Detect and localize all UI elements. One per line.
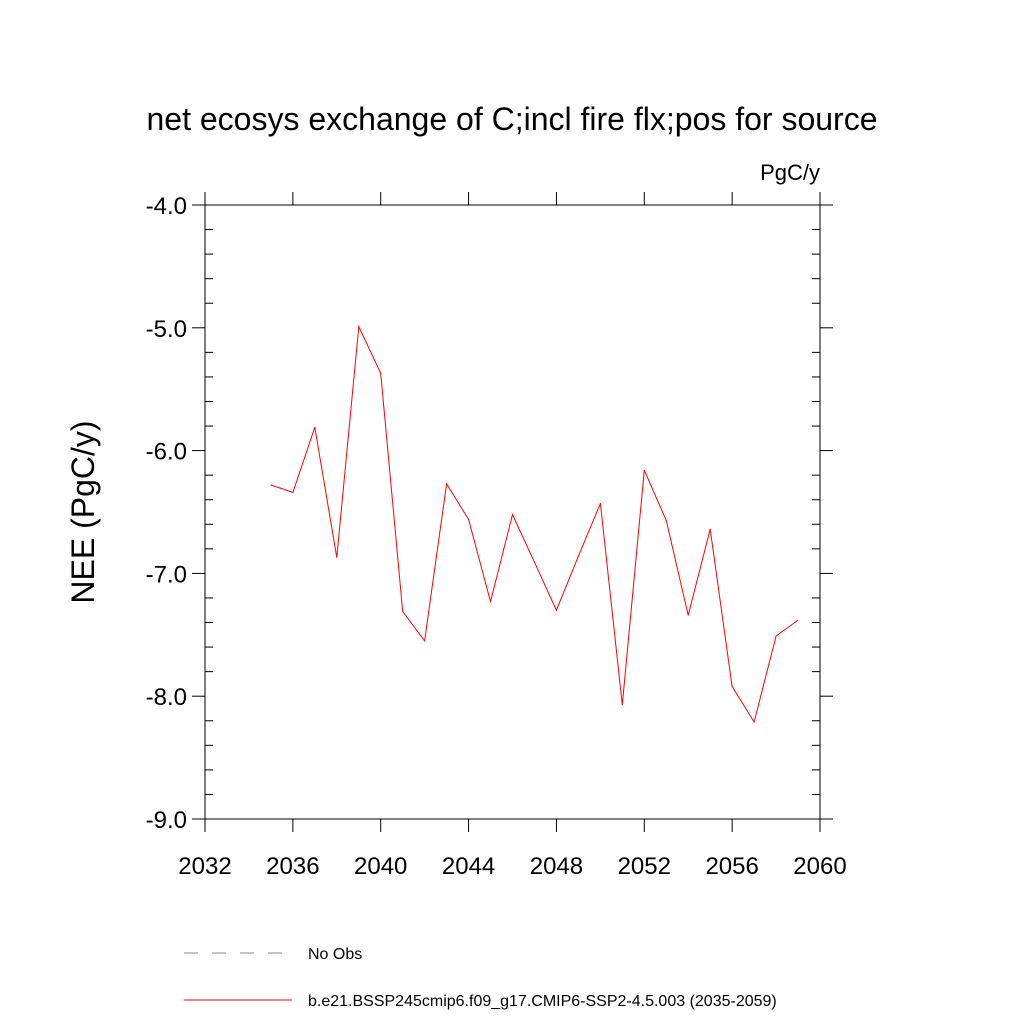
y-tick-label: -6.0	[146, 439, 187, 466]
y-tick-labels: -9.0 -8.0 -7.0 -6.0 -5.0 -4.0	[146, 193, 187, 834]
y-tick-label: -9.0	[146, 807, 187, 834]
data-point	[797, 619, 799, 621]
x-tick-label: 2032	[178, 853, 231, 880]
data-point	[314, 426, 316, 428]
chart-title: net ecosys exchange of C;incl fire flx;p…	[146, 101, 877, 137]
data-point	[424, 640, 426, 642]
legend-label-no-obs: No Obs	[308, 946, 362, 963]
data-point	[446, 483, 448, 485]
units-label: PgC/y	[760, 160, 820, 185]
data-point	[380, 372, 382, 374]
series-line-0	[270, 324, 799, 724]
axis-ticks	[192, 192, 833, 832]
y-tick-label: -5.0	[146, 316, 187, 343]
data-point	[292, 491, 294, 493]
data-point	[687, 614, 689, 616]
data-point	[270, 484, 272, 486]
x-tick-label: 2044	[442, 853, 495, 880]
data-point	[358, 326, 360, 328]
y-tick-label: -4.0	[146, 193, 187, 220]
data-point	[468, 518, 470, 520]
plot-frame	[204, 204, 821, 820]
data-point	[753, 721, 755, 723]
x-tick-label: 2056	[705, 853, 758, 880]
data-point	[665, 520, 667, 522]
data-point	[643, 469, 645, 471]
data-point	[577, 555, 579, 557]
x-tick-label: 2040	[354, 853, 407, 880]
x-tick-label: 2052	[618, 853, 671, 880]
data-point	[731, 685, 733, 687]
data-point	[512, 514, 513, 515]
x-tick-label: 2060	[793, 853, 846, 880]
data-point	[709, 528, 711, 530]
data-point	[555, 609, 557, 611]
legend-label-model-run: b.e21.BSSP245cmip6.f09_g17.CMIP6-SSP2-4.…	[308, 993, 777, 1010]
series-layer	[270, 324, 799, 724]
x-tick-label: 2036	[266, 853, 319, 880]
y-tick-label: -7.0	[146, 561, 187, 588]
data-point	[490, 601, 491, 603]
data-point	[599, 502, 601, 504]
legend: No Obs b.e21.BSSP245cmip6.f09_g17.CMIP6-…	[184, 946, 777, 1010]
data-point	[534, 561, 535, 563]
x-tick-labels: 2032 2036 2040 2044 2048 2052 2056 2060	[178, 853, 846, 880]
data-point	[402, 611, 404, 612]
data-point	[621, 704, 623, 706]
y-tick-label: -8.0	[146, 684, 187, 711]
x-tick-label: 2048	[530, 853, 583, 880]
y-axis-label: NEE (PgC/y)	[65, 420, 101, 603]
data-point	[775, 635, 777, 637]
data-point	[336, 556, 338, 558]
